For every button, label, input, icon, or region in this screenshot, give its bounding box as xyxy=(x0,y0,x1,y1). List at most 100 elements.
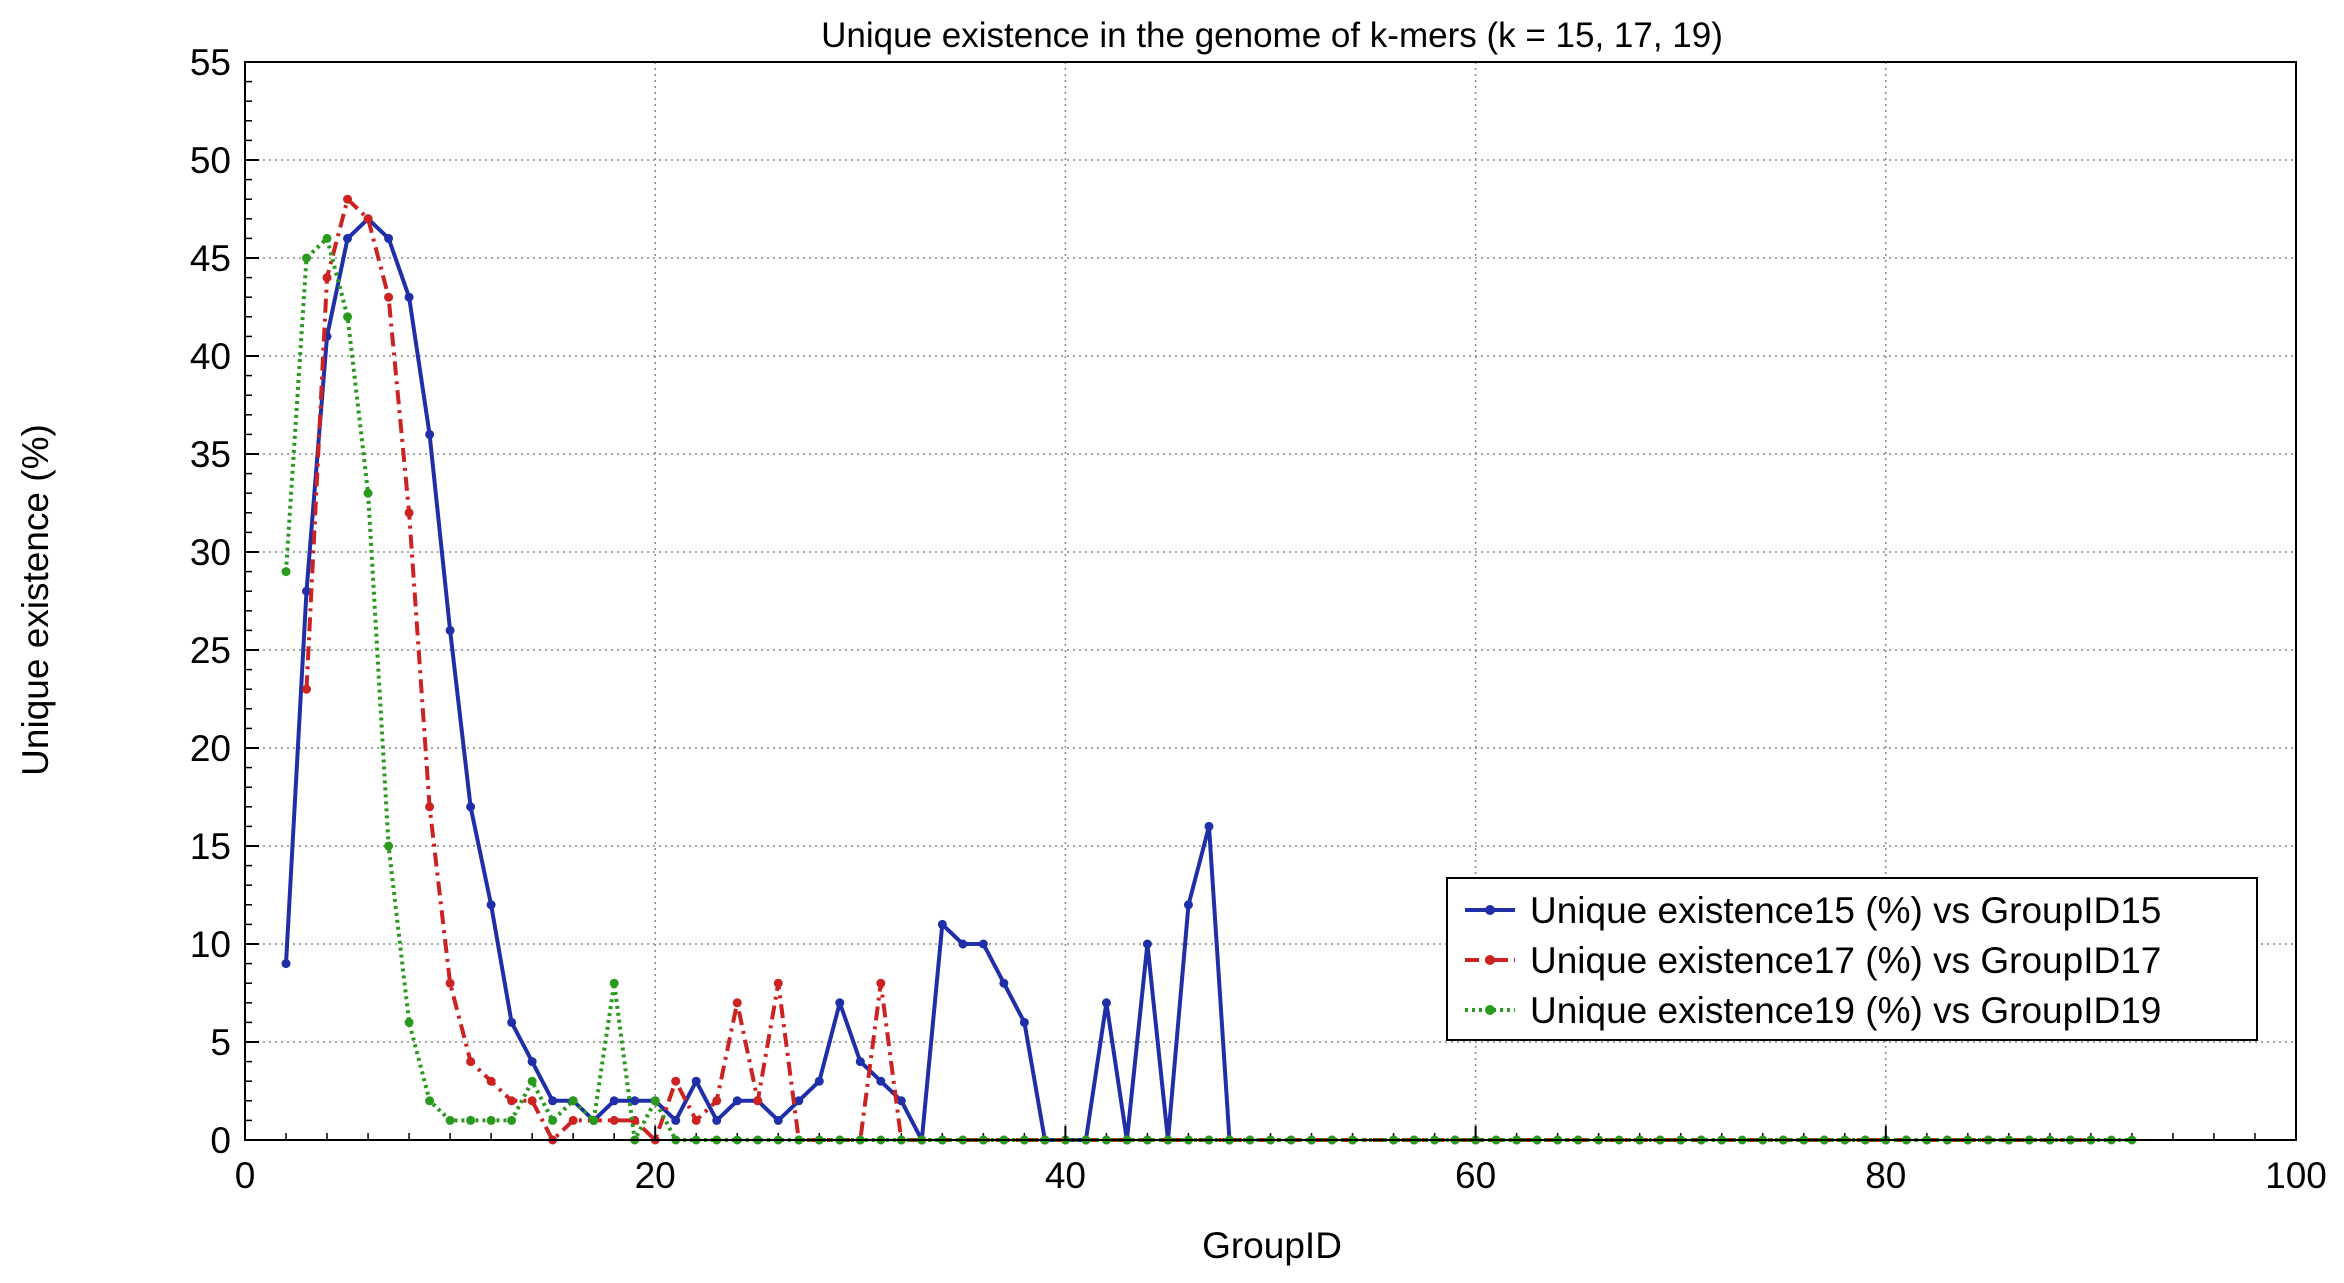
data-point xyxy=(425,802,435,812)
data-point xyxy=(486,900,496,910)
legend-label-2: Unique existence17 (%) vs GroupID17 xyxy=(1530,940,2161,981)
legend-marker-3 xyxy=(1485,1005,1495,1015)
data-point xyxy=(466,802,476,812)
data-point xyxy=(486,1076,496,1086)
chart-title: Unique existence in the genome of k-mers… xyxy=(821,16,1723,55)
data-point xyxy=(281,959,291,969)
data-point xyxy=(302,253,312,263)
data-point xyxy=(343,194,353,204)
data-point xyxy=(322,233,332,243)
data-point xyxy=(425,429,435,439)
series-line xyxy=(284,236,2132,1142)
data-point xyxy=(609,1115,619,1125)
data-point xyxy=(548,1115,558,1125)
y-tick-label: 20 xyxy=(190,728,231,769)
data-point xyxy=(322,273,332,283)
legend-box xyxy=(1446,877,2258,1041)
data-point xyxy=(855,1057,865,1067)
x-tick-label: 40 xyxy=(1045,1155,1086,1196)
data-point xyxy=(712,1115,722,1125)
y-tick-label: 30 xyxy=(190,532,231,573)
data-point xyxy=(384,292,394,302)
data-point xyxy=(1019,1017,1029,1027)
data-point xyxy=(773,1115,783,1125)
data-point xyxy=(630,1096,640,1106)
y-tick-label: 25 xyxy=(190,630,231,671)
data-point xyxy=(507,1115,517,1125)
plot-frame xyxy=(244,61,2297,1141)
data-point xyxy=(466,1057,476,1067)
data-point xyxy=(691,1115,701,1125)
data-point xyxy=(548,1096,558,1106)
data-point xyxy=(384,841,394,851)
data-point xyxy=(445,978,455,988)
data-point xyxy=(876,1076,886,1086)
data-point xyxy=(999,978,1009,988)
data-point xyxy=(384,233,394,243)
data-point xyxy=(609,978,619,988)
data-point xyxy=(425,1096,435,1106)
data-point xyxy=(589,1115,599,1125)
legend-label-3: Unique existence19 (%) vs GroupID19 xyxy=(1530,990,2161,1031)
data-point xyxy=(343,233,353,243)
data-point xyxy=(1183,900,1193,910)
data-point xyxy=(650,1096,660,1106)
data-point xyxy=(773,978,783,988)
data-point xyxy=(486,1115,496,1125)
data-point xyxy=(937,919,947,929)
data-point xyxy=(363,214,373,224)
data-point xyxy=(568,1096,578,1106)
y-tick-label: 0 xyxy=(210,1120,231,1161)
y-tick-label: 35 xyxy=(190,434,231,475)
y-tick-label: 10 xyxy=(190,924,231,965)
data-point xyxy=(1142,939,1152,949)
data-point xyxy=(876,978,886,988)
legend-marker-1 xyxy=(1485,905,1495,915)
y-axis-label: Unique existence (%) xyxy=(15,424,56,776)
x-tick-label: 60 xyxy=(1455,1155,1496,1196)
data-point xyxy=(609,1096,619,1106)
data-point xyxy=(691,1076,701,1086)
data-point xyxy=(671,1115,681,1125)
y-tick-label: 15 xyxy=(190,826,231,867)
legend-label-1: Unique existence15 (%) vs GroupID15 xyxy=(1530,890,2161,931)
data-point xyxy=(835,998,845,1008)
data-point xyxy=(302,586,312,596)
x-tick-label: 0 xyxy=(235,1155,256,1196)
x-tick-label: 100 xyxy=(2265,1155,2327,1196)
data-point xyxy=(445,625,455,635)
axis-ticks: 0 5 10 15 20 25 30 35 40 45 50 55 0 20 40 60 80 100 xyxy=(190,42,2327,1196)
data-point xyxy=(404,1017,414,1027)
y-tick-label: 5 xyxy=(210,1022,231,1063)
data-point xyxy=(302,684,312,694)
data-point xyxy=(1204,821,1214,831)
data-point xyxy=(404,292,414,302)
data-point xyxy=(404,508,414,518)
y-tick-label: 50 xyxy=(190,140,231,181)
data-point xyxy=(527,1057,537,1067)
data-point xyxy=(671,1076,681,1086)
y-tick-label: 55 xyxy=(190,42,231,83)
data-point xyxy=(978,939,988,949)
data-point xyxy=(343,312,353,322)
data-point xyxy=(527,1076,537,1086)
data-point xyxy=(1101,998,1111,1008)
x-tick-label: 20 xyxy=(635,1155,676,1196)
data-point xyxy=(712,1096,722,1106)
legend: Unique existence15 (%) vs GroupID15 Uniqu… xyxy=(1446,877,2258,1041)
data-point xyxy=(281,567,291,577)
data-point xyxy=(527,1096,537,1106)
y-tick-label: 40 xyxy=(190,336,231,377)
data-point xyxy=(507,1096,517,1106)
data-point xyxy=(732,998,742,1008)
y-tick-label: 45 xyxy=(190,238,231,279)
data-point xyxy=(445,1115,455,1125)
data-point xyxy=(896,1096,906,1106)
data-point xyxy=(568,1115,578,1125)
data-point xyxy=(958,939,968,949)
x-tick-label: 80 xyxy=(1865,1155,1906,1196)
data-point xyxy=(814,1076,824,1086)
